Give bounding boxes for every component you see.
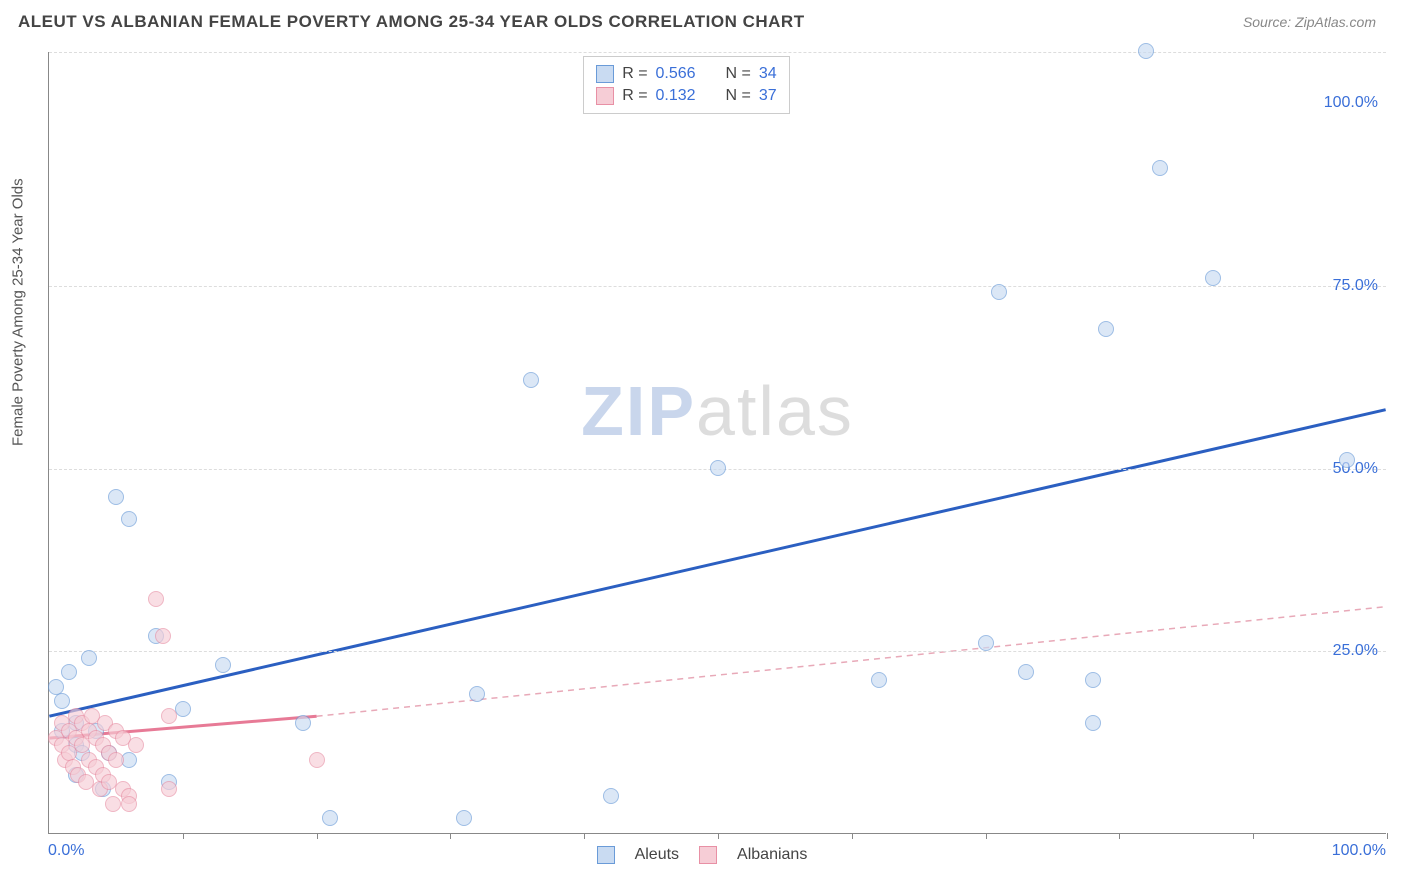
scatter-point: [1085, 715, 1101, 731]
y-tick-label: 25.0%: [1333, 642, 1378, 660]
scatter-point: [322, 810, 338, 826]
legend-label: Aleuts: [635, 846, 679, 864]
scatter-point: [48, 679, 64, 695]
tick-v: [986, 833, 987, 839]
x-tick-label: 0.0%: [48, 842, 84, 860]
scatter-point: [161, 708, 177, 724]
tick-v: [1387, 833, 1388, 839]
watermark: ZIPatlas: [581, 371, 854, 451]
scatter-point: [523, 372, 539, 388]
scatter-point: [991, 284, 1007, 300]
tick-v: [450, 833, 451, 839]
scatter-point: [871, 672, 887, 688]
stat-n-label: N =: [726, 65, 751, 83]
tick-v: [718, 833, 719, 839]
scatter-point: [121, 796, 137, 812]
gridline-h: [49, 286, 1386, 287]
scatter-point: [469, 686, 485, 702]
scatter-point: [1085, 672, 1101, 688]
stat-r-value: 0.566: [656, 65, 710, 83]
legend-label: Albanians: [737, 846, 807, 864]
scatter-point: [161, 781, 177, 797]
stat-n-value: 34: [759, 65, 777, 83]
stats-box: R = 0.566 N = 34 R = 0.132 N = 37: [583, 56, 789, 114]
tick-v: [1253, 833, 1254, 839]
stat-n-value: 37: [759, 87, 777, 105]
scatter-point: [215, 657, 231, 673]
stat-r-label: R =: [622, 65, 647, 83]
chart-plot-area: ZIPatlas 25.0%50.0%75.0%100.0%: [48, 52, 1386, 834]
scatter-point: [54, 693, 70, 709]
scatter-point: [1098, 321, 1114, 337]
scatter-point: [148, 591, 164, 607]
scatter-point: [710, 460, 726, 476]
watermark-atlas: atlas: [696, 372, 854, 450]
gridline-h: [49, 52, 1386, 53]
tick-v: [317, 833, 318, 839]
scatter-point: [978, 635, 994, 651]
y-axis-label: Female Poverty Among 25-34 Year Olds: [10, 178, 27, 446]
stat-r-value: 0.132: [656, 87, 710, 105]
scatter-point: [456, 810, 472, 826]
scatter-point: [155, 628, 171, 644]
scatter-point: [105, 796, 121, 812]
legend-swatch: [597, 846, 615, 864]
scatter-point: [1018, 664, 1034, 680]
stat-r-label: R =: [622, 87, 647, 105]
watermark-zip: ZIP: [581, 372, 696, 450]
scatter-point: [81, 650, 97, 666]
stats-row: R = 0.566 N = 34: [596, 63, 776, 85]
scatter-point: [128, 737, 144, 753]
scatter-point: [1205, 270, 1221, 286]
scatter-point: [1152, 160, 1168, 176]
y-tick-label: 100.0%: [1324, 94, 1378, 112]
tick-v: [1119, 833, 1120, 839]
scatter-point: [108, 752, 124, 768]
trend-line: [49, 410, 1385, 717]
y-tick-label: 75.0%: [1333, 277, 1378, 295]
stats-row: R = 0.132 N = 37: [596, 85, 776, 107]
legend-swatch: [596, 65, 614, 83]
scatter-point: [1339, 452, 1355, 468]
legend-swatch: [596, 87, 614, 105]
scatter-point: [1138, 43, 1154, 59]
stat-n-label: N =: [726, 87, 751, 105]
scatter-point: [121, 511, 137, 527]
chart-source: Source: ZipAtlas.com: [1243, 14, 1376, 30]
tick-v: [852, 833, 853, 839]
scatter-point: [603, 788, 619, 804]
chart-header: ALEUT VS ALBANIAN FEMALE POVERTY AMONG 2…: [0, 0, 1406, 40]
chart-title: ALEUT VS ALBANIAN FEMALE POVERTY AMONG 2…: [18, 12, 805, 32]
trend-lines-layer: [49, 52, 1386, 833]
scatter-point: [108, 489, 124, 505]
x-tick-label: 100.0%: [1332, 842, 1386, 860]
tick-v: [183, 833, 184, 839]
scatter-point: [61, 664, 77, 680]
legend: Aleuts Albanians: [597, 846, 808, 864]
gridline-h: [49, 651, 1386, 652]
scatter-point: [309, 752, 325, 768]
legend-swatch: [699, 846, 717, 864]
scatter-point: [295, 715, 311, 731]
tick-v: [584, 833, 585, 839]
